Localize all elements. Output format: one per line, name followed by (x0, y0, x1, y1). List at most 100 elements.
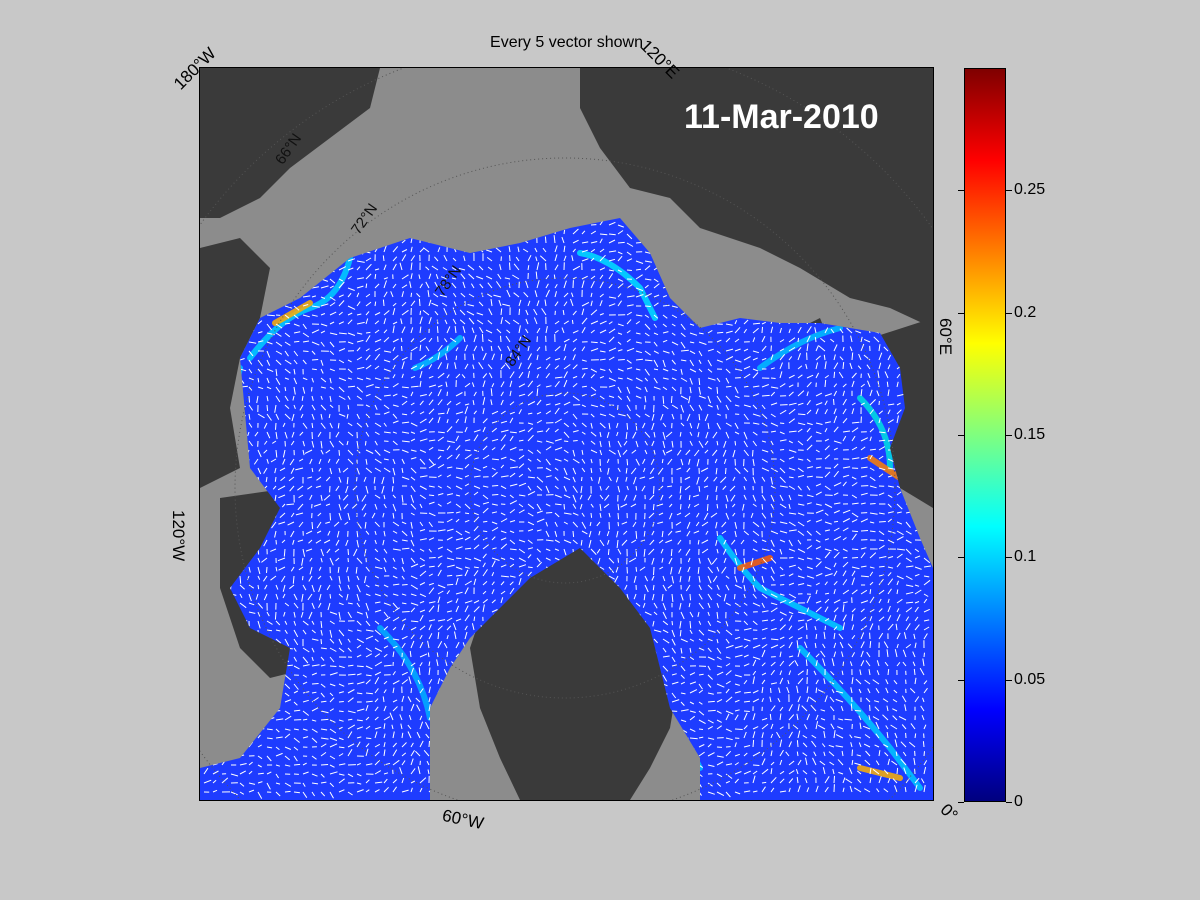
drift-vector (401, 421, 410, 424)
drift-vector (842, 548, 848, 552)
drift-vector (614, 575, 619, 583)
drift-vector (455, 574, 463, 577)
drift-vector (361, 503, 367, 511)
drift-vector (608, 250, 617, 253)
drift-vector (824, 592, 830, 595)
drift-vector (512, 319, 520, 325)
drift-vector (604, 494, 610, 501)
drift-vector (675, 530, 682, 533)
drift-vector (446, 391, 448, 397)
drift-vector (381, 476, 385, 485)
drift-vector (886, 381, 889, 388)
drift-vector (392, 393, 398, 397)
drift-vector (326, 584, 331, 591)
drift-vector (705, 431, 709, 439)
drift-vector (522, 248, 529, 253)
map-title: Every 5 vector shown (490, 34, 643, 51)
drift-vector (563, 458, 569, 462)
drift-vector (500, 543, 508, 550)
drift-vector (572, 494, 577, 503)
drift-vector (464, 403, 470, 406)
drift-vector (626, 233, 633, 240)
drift-vector (374, 386, 380, 389)
drift-vector (631, 539, 637, 544)
drift-vector (761, 521, 766, 528)
drift-vector (703, 485, 709, 488)
drift-vector (545, 274, 550, 280)
drift-vector (824, 521, 832, 525)
drift-vector (434, 310, 439, 316)
drift-vector (752, 372, 759, 379)
drift-vector (293, 404, 296, 409)
drift-vector (346, 440, 349, 446)
drift-vector (698, 404, 703, 411)
drift-vector (347, 458, 354, 465)
drift-vector (653, 449, 656, 455)
drift-vector (445, 381, 448, 388)
drift-vector (419, 370, 423, 379)
drift-vector (680, 341, 686, 349)
drift-vector (554, 428, 559, 433)
drift-vector (428, 364, 433, 370)
drift-vector (590, 476, 593, 482)
drift-vector (525, 328, 529, 334)
drift-vector (347, 359, 352, 363)
drift-vector (518, 402, 524, 406)
drift-vector (752, 539, 758, 544)
drift-vector (761, 610, 769, 613)
drift-vector (347, 548, 349, 555)
drift-vector (365, 335, 371, 343)
drift-vector (509, 587, 515, 595)
drift-vector (466, 310, 475, 316)
drift-vector (571, 292, 574, 298)
drift-vector (860, 343, 865, 352)
drift-vector (527, 528, 534, 532)
drift-vector (491, 547, 497, 550)
drift-vector (842, 561, 849, 568)
drift-vector (422, 310, 430, 316)
drift-vector (410, 467, 417, 474)
drift-vector (752, 458, 755, 466)
drift-vector (527, 571, 532, 577)
drift-vector (383, 368, 391, 372)
drift-vector (527, 300, 531, 307)
drift-vector (698, 575, 701, 583)
drift-vector (284, 395, 289, 402)
drift-vector (500, 518, 508, 523)
drift-vector (734, 422, 739, 430)
drift-vector (590, 329, 595, 334)
drift-vector (714, 458, 718, 464)
drift-vector (329, 593, 332, 599)
drift-vector (446, 466, 453, 469)
drift-vector (327, 458, 331, 463)
drift-vector (716, 331, 724, 334)
drift-vector (607, 548, 610, 555)
drift-vector (667, 458, 673, 465)
drift-vector (509, 472, 516, 478)
drift-vector (473, 606, 480, 613)
drift-vector (545, 403, 551, 406)
drift-vector (419, 283, 423, 289)
drift-vector (725, 512, 730, 520)
drift-vector (527, 353, 532, 361)
drift-vector (329, 395, 332, 402)
drift-vector (563, 379, 568, 388)
drift-vector (806, 530, 812, 536)
drift-vector (545, 539, 554, 542)
drift-vector (536, 346, 541, 352)
drift-vector (545, 283, 549, 289)
drift-vector (392, 467, 396, 476)
drift-vector (628, 557, 637, 563)
drift-vector (284, 332, 291, 338)
drift-vector (860, 389, 863, 397)
drift-vector (347, 275, 352, 280)
drift-vector (863, 338, 871, 343)
drift-vector (752, 440, 758, 447)
drift-vector (437, 562, 442, 568)
drift-vector (527, 362, 532, 370)
drift-vector (779, 548, 783, 555)
drift-vector (743, 485, 746, 490)
drift-vector (608, 356, 615, 361)
drift-vector (442, 267, 448, 271)
drift-vector (779, 431, 785, 435)
